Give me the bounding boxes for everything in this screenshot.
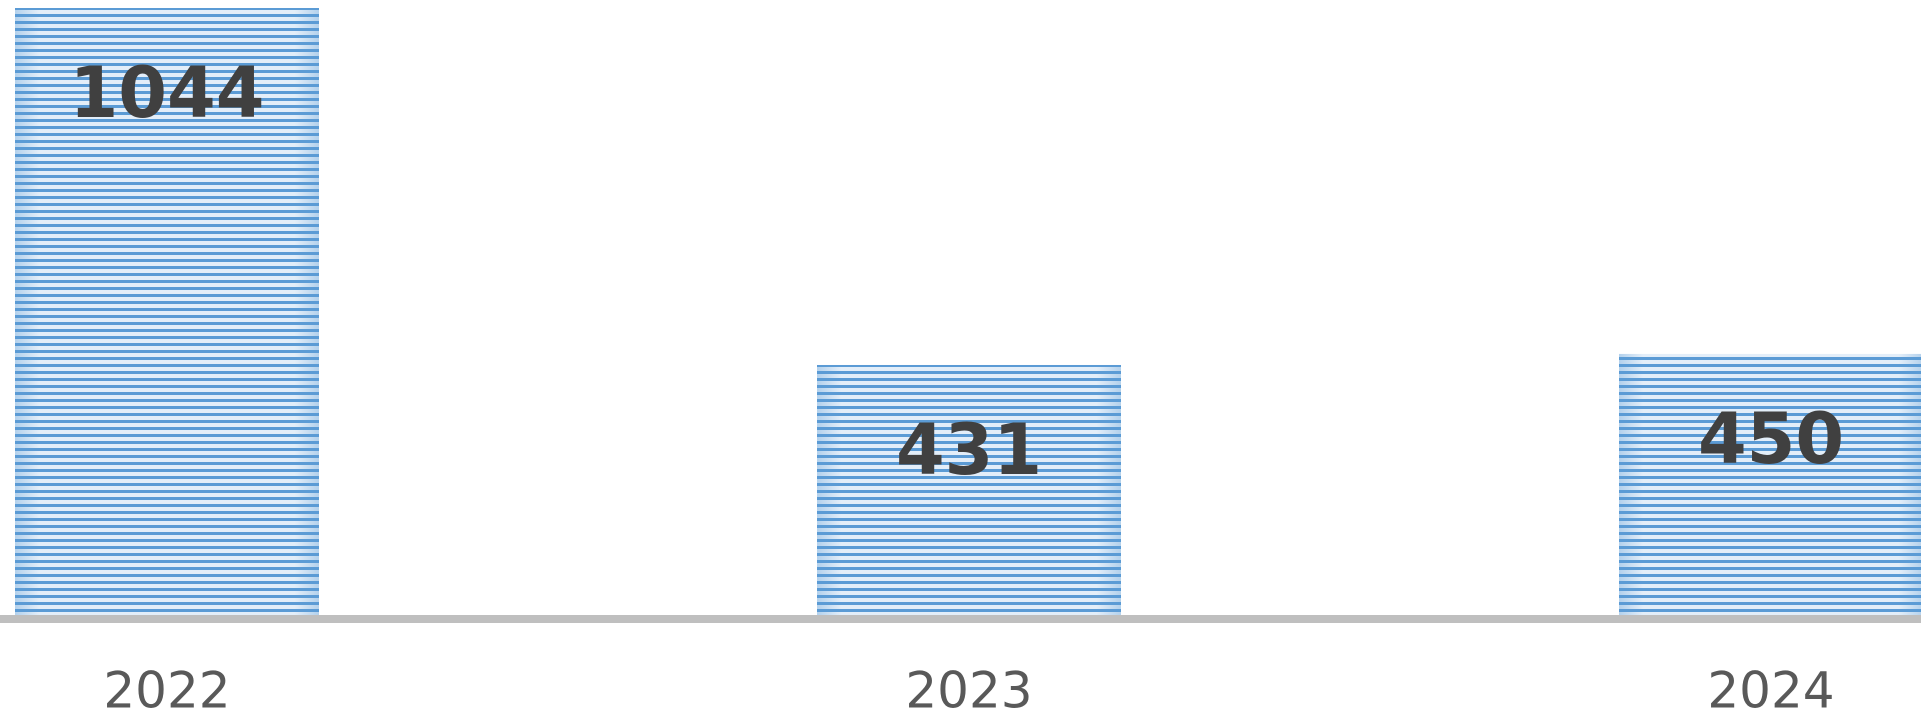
plot-area: 1044 2022 431 2023 450 2024 xyxy=(0,8,1921,720)
data-label: 431 xyxy=(896,409,1042,491)
x-tick-label: 2023 xyxy=(905,662,1032,720)
bar-shade xyxy=(817,364,1121,616)
bar-shade xyxy=(1619,353,1921,616)
data-label: 1044 xyxy=(70,52,265,134)
x-tick-label: 2022 xyxy=(103,662,230,720)
bar-shade xyxy=(15,8,319,616)
data-label: 450 xyxy=(1698,398,1844,480)
x-tick-label: 2024 xyxy=(1707,662,1834,720)
